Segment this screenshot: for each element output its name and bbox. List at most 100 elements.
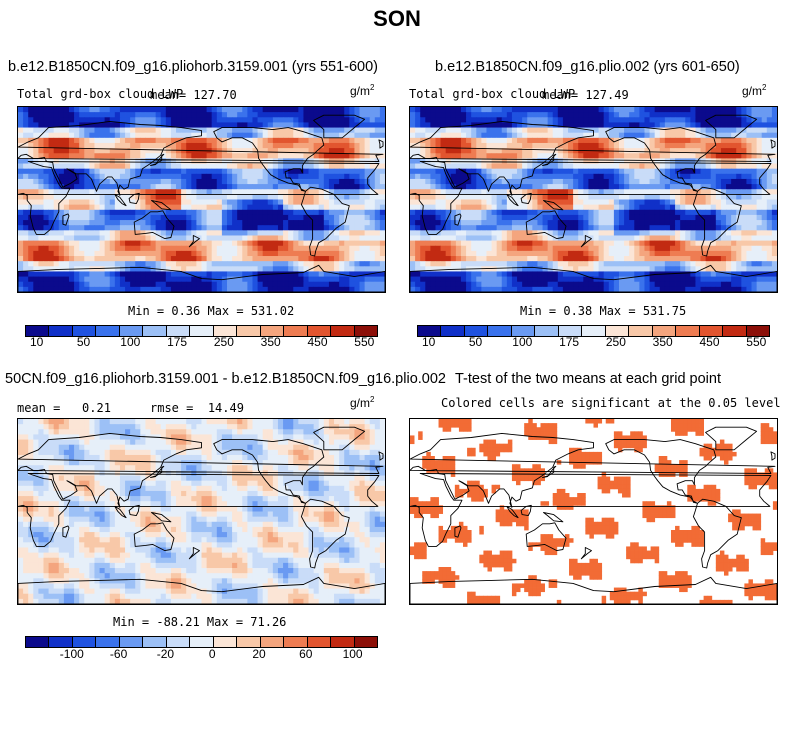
- grid-cell: [267, 225, 274, 231]
- grid-cell: [257, 214, 264, 221]
- grid-cell: [79, 250, 85, 257]
- grid-cell: [68, 117, 75, 123]
- grid-cell: [130, 173, 136, 180]
- grid-cell: [664, 153, 671, 159]
- grid-cell: [130, 142, 136, 149]
- grid-cell: [170, 153, 177, 159]
- grid-cell: [736, 266, 742, 272]
- grid-cell: [196, 132, 202, 139]
- grid-cell: [568, 148, 574, 154]
- grid-cell: [308, 235, 315, 242]
- grid-cell: [135, 261, 141, 267]
- field-map-svg: [18, 107, 385, 292]
- grid-cell: [547, 256, 554, 262]
- grid-cell: [328, 107, 335, 113]
- grid-cell: [771, 199, 777, 206]
- grid-cell: [731, 194, 737, 200]
- grid-cell: [272, 189, 279, 195]
- grid-cell: [771, 127, 777, 134]
- grid-cell: [237, 261, 243, 267]
- grid-cell: [58, 209, 65, 216]
- grid-cell: [283, 199, 289, 206]
- grid-cell: [43, 148, 49, 154]
- grid-cell: [562, 112, 569, 118]
- grid-cell: [267, 189, 274, 195]
- grid-cell: [695, 122, 701, 128]
- grid-cell: [608, 240, 615, 247]
- grid-cell: [430, 117, 436, 123]
- grid-cell: [226, 153, 233, 159]
- grid-cell: [186, 178, 192, 185]
- grid-cell: [28, 153, 34, 159]
- grid-cell: [415, 107, 421, 113]
- grid-cell: [43, 168, 49, 175]
- grid-cell: [344, 235, 350, 242]
- grid-cell: [547, 107, 554, 113]
- grid-cell: [58, 225, 65, 231]
- grid-cell: [18, 137, 24, 144]
- grid-cell: [298, 117, 304, 123]
- grid-cell: [211, 209, 218, 216]
- grid-cell: [527, 199, 533, 206]
- grid-cell: [23, 178, 29, 185]
- grid-cell: [221, 184, 228, 190]
- grid-cell: [201, 240, 207, 247]
- grid-cell: [634, 214, 640, 221]
- grid-cell: [486, 245, 492, 252]
- grid-cell: [460, 189, 467, 195]
- grid-cell: [232, 281, 238, 288]
- grid-cell: [527, 266, 533, 272]
- grid-cell: [654, 266, 661, 272]
- grid-cell: [731, 240, 737, 247]
- grid-cell: [293, 225, 299, 231]
- grid-cell: [63, 235, 70, 242]
- grid-cell: [751, 230, 758, 236]
- grid-cell: [23, 107, 29, 113]
- grid-cell: [756, 112, 763, 118]
- grid-cell: [588, 250, 594, 257]
- grid-cell: [700, 142, 707, 149]
- grid-cell: [603, 153, 610, 159]
- grid-cell: [89, 245, 95, 252]
- grid-cell: [369, 281, 376, 288]
- grid-cell: [578, 117, 584, 123]
- grid-cell: [313, 225, 320, 231]
- grid-cell: [364, 230, 371, 236]
- grid-cell: [176, 153, 182, 159]
- grid-cell: [445, 209, 452, 216]
- grid-cell: [771, 168, 777, 175]
- grid-cell: [374, 276, 381, 283]
- grid-cell: [720, 132, 727, 139]
- grid-cell: [471, 250, 477, 257]
- grid-cell: [191, 276, 197, 283]
- grid-cell: [201, 189, 207, 195]
- grid-cell: [578, 220, 584, 226]
- grid-cell: [476, 178, 482, 185]
- grid-cell: [568, 142, 574, 149]
- grid-cell: [471, 230, 477, 236]
- grid-cell: [741, 142, 747, 149]
- grid-cell: [33, 266, 39, 272]
- grid-cell: [731, 132, 737, 139]
- grid-cell: [313, 137, 320, 144]
- grid-cell: [283, 271, 289, 277]
- grid-cell: [135, 122, 141, 128]
- grid-cell: [705, 184, 712, 190]
- grid-cell: [639, 117, 645, 123]
- grid-cell: [99, 276, 106, 283]
- grid-cell: [48, 142, 55, 149]
- grid-cell: [313, 209, 320, 216]
- grid-cell: [766, 225, 773, 231]
- grid-cell: [506, 240, 513, 247]
- grid-cell: [471, 148, 477, 154]
- grid-cell: [145, 225, 151, 231]
- grid-cell: [466, 122, 472, 128]
- grid-cell: [771, 112, 777, 118]
- grid-cell: [537, 240, 543, 247]
- grid-cell: [720, 184, 727, 190]
- grid-cell: [18, 271, 24, 277]
- grid-cell: [720, 142, 727, 149]
- grid-cell: [277, 194, 284, 200]
- grid-cell: [201, 127, 207, 134]
- grid-cell: [527, 230, 533, 236]
